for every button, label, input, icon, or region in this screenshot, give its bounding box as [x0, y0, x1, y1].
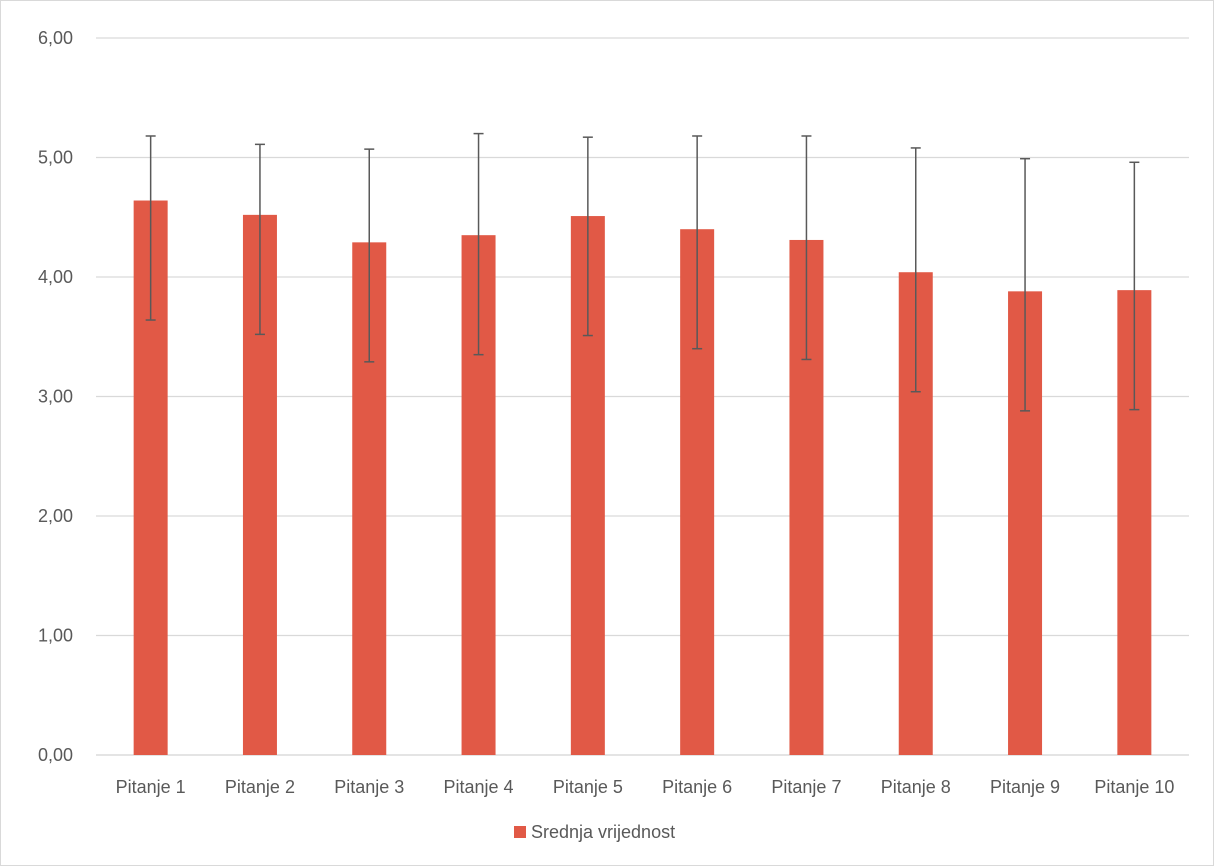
- x-tick-label: Pitanje 7: [771, 777, 841, 797]
- y-tick-label: 5,00: [38, 148, 73, 168]
- x-tick-label: Pitanje 10: [1094, 777, 1174, 797]
- legend-label: Srednja vrijednost: [531, 822, 675, 842]
- x-tick-label: Pitanje 8: [881, 777, 951, 797]
- x-tick-label: Pitanje 2: [225, 777, 295, 797]
- y-tick-label: 2,00: [38, 506, 73, 526]
- y-tick-label: 0,00: [38, 745, 73, 765]
- y-axis-labels: 0,00 1,00 2,00 3,00 4,00 5,00 6,00: [38, 28, 73, 765]
- gridlines: [96, 37, 1189, 756]
- legend: Srednja vrijednost: [514, 822, 675, 842]
- x-tick-label: Pitanje 6: [662, 777, 732, 797]
- bars: [133, 200, 1152, 756]
- x-axis-labels: Pitanje 1 Pitanje 2 Pitanje 3 Pitanje 4 Pita…: [116, 777, 1175, 797]
- x-tick-label: Pitanje 5: [553, 777, 623, 797]
- error-bars: [145, 132, 1140, 412]
- legend-swatch: [514, 826, 526, 838]
- y-tick-label: 6,00: [38, 28, 73, 48]
- x-tick-label: Pitanje 3: [334, 777, 404, 797]
- x-tick-label: Pitanje 4: [444, 777, 514, 797]
- y-tick-label: 4,00: [38, 267, 73, 287]
- x-tick-label: Pitanje 9: [990, 777, 1060, 797]
- y-tick-label: 3,00: [38, 387, 73, 407]
- y-tick-label: 1,00: [38, 626, 73, 646]
- x-tick-label: Pitanje 1: [116, 777, 186, 797]
